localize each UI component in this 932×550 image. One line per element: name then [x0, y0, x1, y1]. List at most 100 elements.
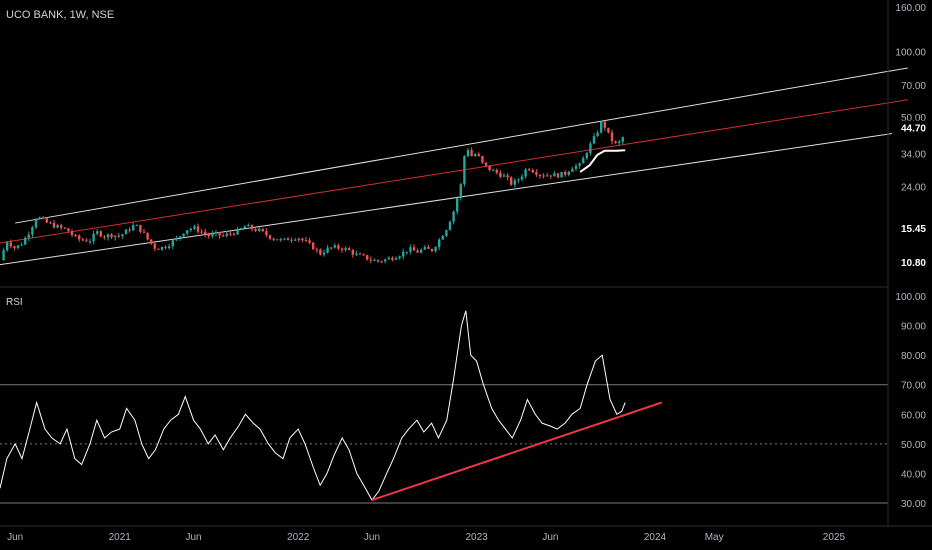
candle-body — [376, 260, 380, 262]
candle-body — [567, 171, 570, 175]
candle-body — [247, 225, 250, 227]
channel-median-line — [0, 99, 908, 244]
candle-body — [398, 256, 401, 259]
candle-body — [315, 249, 318, 251]
candle-body — [13, 246, 16, 248]
candle-body — [434, 247, 437, 252]
candle-body — [236, 228, 239, 235]
candle-body — [204, 231, 207, 235]
candle-body — [351, 250, 354, 255]
candle-body — [63, 227, 66, 229]
channel-lower-line — [0, 130, 908, 266]
candle-body — [45, 218, 48, 223]
candle-body — [535, 172, 538, 175]
candle-body — [571, 168, 574, 172]
time-tick-label: 2024 — [644, 532, 667, 543]
candle-body — [564, 172, 567, 175]
candle-body — [34, 219, 38, 228]
candle-body — [384, 259, 387, 262]
candle-body — [466, 150, 470, 157]
candle-body — [423, 247, 426, 250]
candle-body — [492, 169, 495, 171]
candle-body — [117, 235, 120, 237]
candle-body — [294, 239, 297, 241]
candle-body — [430, 248, 434, 252]
candle-body — [319, 249, 322, 255]
candle-body — [542, 175, 545, 177]
candle-body — [92, 233, 95, 242]
candle-body — [85, 240, 88, 242]
candle-body — [38, 217, 41, 220]
time-tick-label: Jun — [542, 532, 558, 543]
time-tick-label: 2021 — [109, 532, 132, 543]
candle-body — [20, 244, 23, 246]
candle-body — [520, 176, 524, 180]
candle-body — [150, 239, 153, 244]
candle-body — [297, 238, 300, 240]
candle-body — [121, 234, 124, 237]
candle-body — [470, 150, 473, 157]
rsi-tick-label: 30.00 — [901, 499, 926, 510]
candle-body — [196, 226, 200, 232]
rsi-line — [0, 310, 626, 501]
candle-body — [135, 224, 138, 226]
candle-body — [420, 249, 423, 253]
price-tick-label: 24.00 — [901, 182, 926, 193]
candle-body — [474, 154, 477, 157]
rsi-panel — [0, 310, 888, 504]
candle-body — [106, 234, 110, 238]
candle-body — [405, 251, 408, 253]
candle-body — [164, 246, 167, 249]
candle-body — [153, 243, 156, 249]
time-tick-label: Jun — [7, 532, 23, 543]
candle-body — [427, 247, 430, 249]
candle-body — [243, 226, 246, 229]
candle-body — [175, 237, 178, 241]
candle-body — [225, 233, 228, 236]
price-tick-label: 160.00 — [895, 3, 926, 14]
candle-body — [477, 154, 480, 157]
candle-body — [409, 247, 412, 252]
candle-body — [585, 153, 588, 159]
candle-body — [70, 231, 74, 236]
candle-body — [459, 184, 462, 199]
candle-body — [67, 228, 70, 232]
candle-body — [380, 261, 383, 263]
candle-body — [618, 141, 621, 143]
rsi-tick-label: 90.00 — [901, 322, 926, 333]
candle-body — [438, 239, 441, 248]
candle-body — [304, 240, 308, 242]
candle-body — [157, 248, 160, 250]
candle-body — [182, 233, 185, 237]
candle-body — [42, 217, 45, 219]
candle-body — [286, 238, 290, 241]
rsi-tick-label: 70.00 — [901, 381, 926, 392]
candle-body — [589, 143, 592, 154]
candle-body — [27, 234, 30, 238]
candle-body — [502, 175, 506, 177]
time-tick-label: 2023 — [465, 532, 488, 543]
candle-body — [416, 250, 419, 253]
candle-body — [250, 225, 254, 230]
candle-body — [200, 231, 203, 233]
candle-body — [308, 240, 311, 243]
candle-body — [340, 248, 344, 250]
candle-body — [99, 231, 102, 237]
candle-body — [463, 156, 466, 185]
candle-body — [88, 241, 92, 243]
candle-body — [553, 173, 556, 177]
candle-body — [513, 180, 516, 185]
candle-body — [49, 222, 52, 224]
candle-body — [189, 228, 192, 231]
candle-body — [193, 226, 196, 229]
candle-body — [394, 258, 398, 260]
candle-body — [312, 242, 315, 250]
candle-body — [499, 172, 502, 177]
candle-body — [322, 252, 326, 255]
candle-body — [96, 231, 99, 234]
candle-body — [171, 240, 174, 247]
candle-body — [283, 238, 286, 240]
candle-body — [272, 238, 275, 240]
candle-body — [481, 156, 484, 163]
